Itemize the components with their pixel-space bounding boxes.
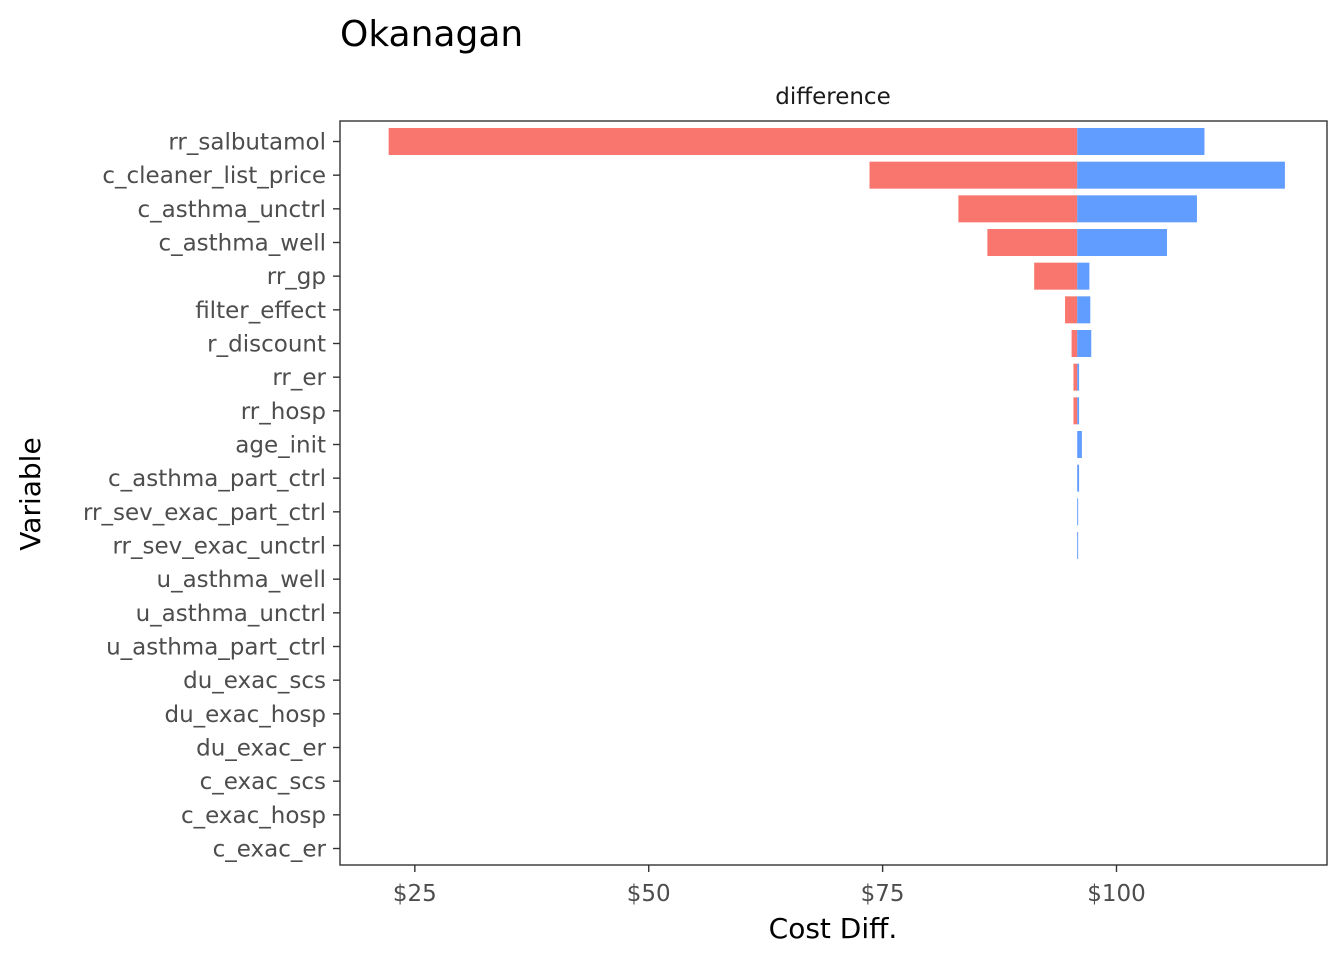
- bar-high-c_cleaner_list_price: [1077, 161, 1285, 189]
- y-tick-label: u_asthma_unctrl: [136, 601, 326, 627]
- bar-low-c_asthma_well: [987, 229, 1078, 256]
- x-tick-label: $50: [627, 881, 671, 907]
- y-tick-label: filter_effect: [195, 298, 326, 324]
- bar-low-rr_gp: [1034, 262, 1078, 290]
- facet-strip-label: difference: [775, 84, 890, 110]
- bar-low-rr_hosp: [1073, 397, 1078, 425]
- y-tick-label: age_init: [235, 433, 326, 459]
- bars-group: [388, 128, 1285, 559]
- chart-title: Okanagan: [340, 14, 523, 55]
- x-tick-label: $25: [393, 881, 437, 907]
- bar-high-rr_hosp: [1077, 397, 1080, 425]
- y-tick-label: c_asthma_part_ctrl: [108, 466, 326, 492]
- bar-high-rr_sev_exac_unctrl: [1077, 532, 1079, 559]
- y-tick-label: rr_gp: [267, 264, 326, 290]
- bar-high-rr_sev_exac_part_ctrl: [1077, 498, 1079, 526]
- y-tick-label: c_exac_scs: [200, 769, 326, 795]
- bar-low-r_discount: [1071, 330, 1078, 357]
- bar-high-c_asthma_well: [1077, 229, 1168, 256]
- x-axis-title: Cost Diff.: [769, 912, 898, 945]
- y-tick-label: du_exac_hosp: [164, 702, 326, 728]
- y-tick-label: du_exac_scs: [183, 668, 326, 694]
- y-axis: rr_salbutamol c_cleaner_list_price c_asthm…: [83, 130, 340, 863]
- y-tick-label: rr_hosp: [241, 399, 326, 425]
- y-tick-label: du_exac_er: [196, 736, 326, 762]
- y-tick-label: rr_er: [272, 365, 326, 391]
- bar-high-rr_er: [1077, 363, 1080, 391]
- y-tick-label: c_asthma_unctrl: [138, 197, 326, 223]
- y-tick-label: r_discount: [207, 332, 326, 358]
- bar-low-filter_effect: [1065, 296, 1078, 324]
- y-axis-title: Variable: [14, 437, 47, 550]
- bar-high-age_init: [1077, 431, 1082, 458]
- x-axis: $25 $50 $75 $100: [393, 865, 1146, 907]
- y-tick-label: u_asthma_well: [157, 567, 327, 593]
- y-tick-label: rr_salbutamol: [168, 130, 326, 156]
- bar-high-r_discount: [1077, 330, 1092, 357]
- x-tick-label: $100: [1087, 881, 1146, 907]
- bar-high-filter_effect: [1077, 296, 1091, 324]
- bar-low-c_asthma_unctrl: [958, 195, 1078, 223]
- y-tick-label: rr_sev_exac_part_ctrl: [83, 500, 326, 526]
- y-tick-label: c_cleaner_list_price: [102, 163, 326, 189]
- bar-low-rr_er: [1073, 363, 1078, 391]
- y-tick-label: rr_sev_exac_unctrl: [112, 534, 326, 560]
- bar-high-c_asthma_unctrl: [1077, 195, 1197, 223]
- bar-high-rr_salbutamol: [1077, 128, 1205, 155]
- plot-panel-border: [339, 120, 1328, 866]
- bar-low-c_cleaner_list_price: [869, 161, 1078, 189]
- bar-high-c_asthma_part_ctrl: [1077, 464, 1080, 492]
- bar-high-rr_gp: [1077, 262, 1090, 290]
- y-tick-label: c_asthma_well: [158, 231, 326, 257]
- y-tick-label: u_asthma_part_ctrl: [106, 635, 326, 661]
- bar-low-rr_salbutamol: [388, 128, 1078, 155]
- y-tick-label: c_exac_hosp: [181, 803, 326, 829]
- x-tick-label: $75: [861, 881, 905, 907]
- y-tick-label: c_exac_er: [213, 837, 327, 863]
